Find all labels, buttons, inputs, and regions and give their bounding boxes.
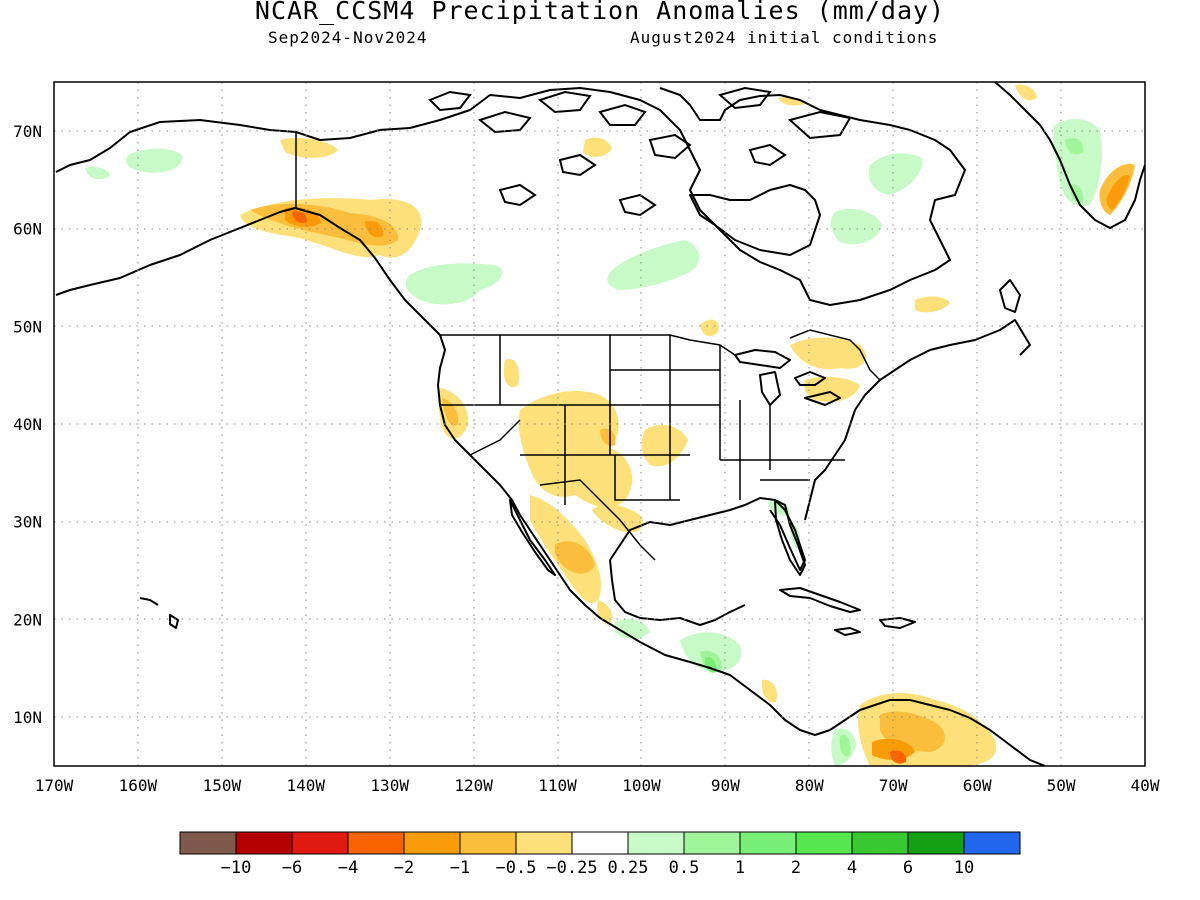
lon-label: 110W [538, 776, 577, 795]
color-legend: −10 −6 −4 −2 −1 −0.5 −0.25 0.25 0.5 1 2 4 6 10 [179, 831, 1021, 878]
legend-swatch [291, 831, 349, 855]
forecast-period: Sep2024-Nov2024 [268, 28, 428, 47]
lon-label: 50W [1047, 776, 1076, 795]
legend-label: −2 [394, 858, 414, 878]
legend-label: −4 [338, 858, 358, 878]
lon-label: 170W [35, 776, 74, 795]
map-plot-area [54, 82, 1145, 766]
legend-label: 1 [735, 858, 745, 878]
legend-swatch [907, 831, 965, 855]
longitude-labels: 170W 160W 150W 140W 130W 120W 110W 100W 90W 80W 70… [35, 776, 1160, 795]
legend-label: 2 [791, 858, 801, 878]
legend-swatch [179, 831, 237, 855]
grid-lines [54, 82, 1145, 766]
legend-label: 0.5 [669, 858, 700, 878]
legend-swatch [571, 831, 629, 855]
legend-swatch [739, 831, 797, 855]
latitude-labels: 70N 60N 50N 40N 30N 20N 10N [13, 122, 42, 727]
lat-label: 20N [13, 610, 42, 629]
legend-label: −0.25 [546, 858, 597, 878]
lon-label: 40W [1131, 776, 1160, 795]
lon-label: 60W [963, 776, 992, 795]
lon-label: 130W [370, 776, 409, 795]
lat-label: 70N [13, 122, 42, 141]
lon-label: 140W [287, 776, 326, 795]
legend-swatch [851, 831, 909, 855]
legend-swatch [683, 831, 741, 855]
initial-conditions: August2024 initial conditions [630, 28, 939, 47]
lat-label: 40N [13, 415, 42, 434]
lon-label: 80W [795, 776, 824, 795]
legend-swatch [347, 831, 405, 855]
arctic-islands [428, 86, 852, 217]
map-frame [53, 81, 1146, 767]
map-title: NCAR_CCSM4 Precipitation Anomalies (mm/d… [254, 0, 946, 25]
lon-label: 90W [711, 776, 740, 795]
legend-label: 4 [847, 858, 857, 878]
legend-label: −1 [450, 858, 470, 878]
lat-label: 10N [13, 708, 42, 727]
legend-swatch [515, 831, 573, 855]
lat-label: 50N [13, 317, 42, 336]
legend-swatch [963, 831, 1021, 855]
legend-label: −6 [282, 858, 302, 878]
legend-swatch [795, 831, 853, 855]
lon-label: 70W [879, 776, 908, 795]
legend-label: 6 [903, 858, 913, 878]
legend-label: −0.5 [496, 858, 537, 878]
legend-swatch [627, 831, 685, 855]
lon-label: 120W [454, 776, 493, 795]
legend-swatch [235, 831, 293, 855]
legend-swatch [403, 831, 461, 855]
lat-label: 30N [13, 513, 42, 532]
legend-swatch [459, 831, 517, 855]
legend-label: 0.25 [608, 858, 649, 878]
lon-label: 160W [119, 776, 158, 795]
lat-label: 60N [13, 220, 42, 239]
lon-label: 150W [203, 776, 242, 795]
lon-label: 100W [622, 776, 661, 795]
legend-label: 10 [954, 858, 974, 878]
political-borders [295, 132, 881, 561]
legend-label: −10 [221, 858, 252, 878]
